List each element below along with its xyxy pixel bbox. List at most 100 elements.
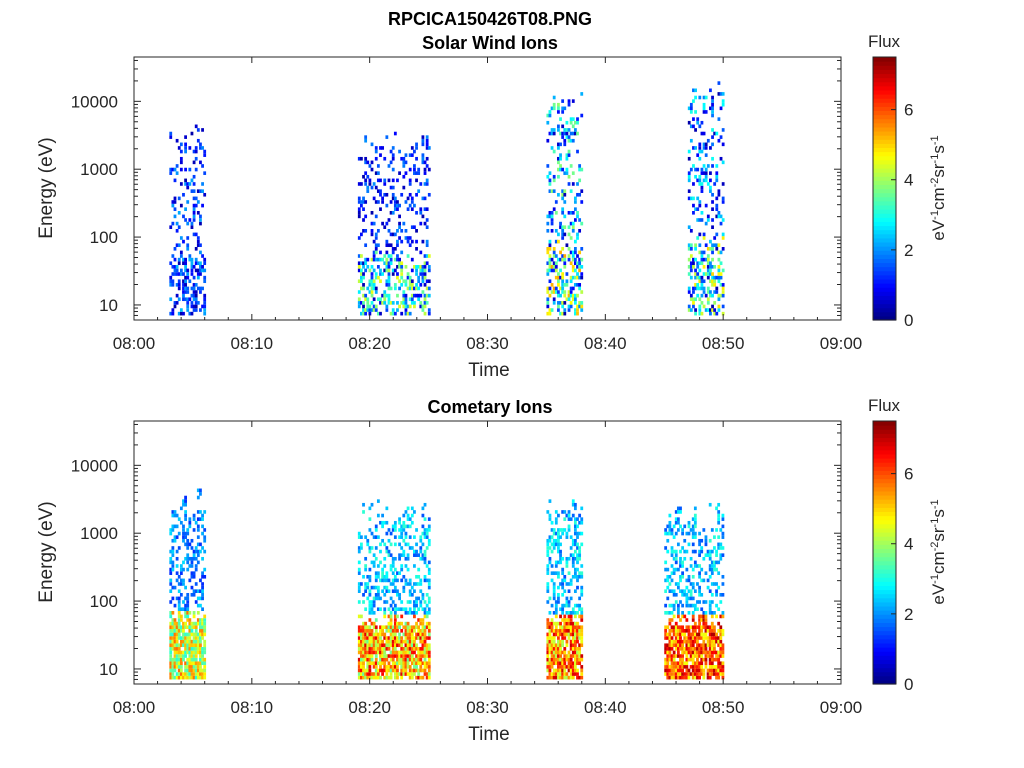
spectrogram-cell (393, 585, 397, 590)
spectrogram-cell (666, 524, 670, 529)
spectrogram-cell (719, 668, 723, 673)
spectrogram-cell (362, 502, 365, 507)
spectrogram-cell (169, 632, 173, 637)
spectrogram-cell (721, 643, 725, 648)
spectrogram-cell (548, 668, 552, 673)
spectrogram-cell (177, 272, 181, 276)
spectrogram-cell (567, 618, 571, 622)
spectrogram-cell (679, 672, 682, 676)
spectrogram-cell (704, 625, 708, 630)
spectrogram-cell (391, 629, 395, 633)
spectrogram-cell (717, 665, 721, 669)
spectrogram-cell (569, 236, 573, 240)
spectrogram-cell (704, 661, 708, 666)
spectrogram-cell (423, 254, 427, 258)
spectrogram-cell (554, 668, 558, 673)
spectrogram-cell (557, 596, 560, 601)
spectrogram-cell (578, 574, 582, 579)
spectrogram-cell (683, 593, 687, 597)
spectrogram-cell (681, 639, 685, 644)
spectrogram-cell (571, 297, 575, 302)
spectrogram-cell (717, 189, 721, 193)
spectrogram-cell (192, 549, 196, 554)
spectrogram-cell (196, 528, 200, 532)
spectrogram-cell (561, 304, 565, 309)
spectrogram-cell (548, 665, 552, 669)
spectrogram-cell (381, 520, 385, 525)
spectrogram-cell (719, 272, 723, 276)
spectrogram-cell (552, 95, 556, 100)
spectrogram-cell (419, 621, 423, 626)
spectrogram-cell (425, 654, 429, 658)
spectrogram-cell (685, 618, 689, 622)
spectrogram-cell (194, 546, 198, 550)
spectrogram-cell (404, 160, 408, 165)
spectrogram-cell (569, 625, 573, 630)
spectrogram-cell (425, 164, 429, 168)
spectrogram-cell (194, 625, 198, 630)
spectrogram-cell (708, 657, 712, 662)
spectrogram-cell (676, 625, 680, 630)
spectrogram-cell (417, 167, 421, 172)
spectrogram-cell (427, 625, 431, 630)
spectrogram-cell (565, 618, 569, 622)
spectrogram-cell (710, 625, 714, 630)
y-tick-label: 10000 (71, 456, 118, 475)
spectrogram-cell (423, 171, 427, 175)
spectrogram-cell (192, 275, 196, 280)
spectrogram-cell (554, 538, 558, 543)
spectrogram-cell (402, 549, 406, 554)
spectrogram-cell (664, 650, 668, 655)
spectrogram-cell (370, 531, 374, 536)
spectrogram-cell (569, 261, 573, 266)
spectrogram-cell (400, 675, 404, 680)
spectrogram-cell (190, 293, 194, 298)
spectrogram-cell (389, 185, 393, 190)
spectrogram-cell (201, 182, 204, 186)
spectrogram-cell (692, 203, 695, 208)
spectrogram-cell (552, 301, 556, 305)
spectrogram-cell (182, 192, 185, 197)
spectrogram-cell (711, 113, 714, 118)
spectrogram-cell (413, 164, 416, 168)
spectrogram-cell (381, 632, 385, 637)
spectrogram-cell (192, 304, 196, 309)
spectrogram-cell (175, 578, 179, 583)
spectrogram-cell (664, 629, 668, 633)
spectrogram-cell (580, 675, 584, 680)
spectrogram-cell (408, 632, 412, 637)
spectrogram-cell (569, 120, 573, 125)
spectrogram-cell (400, 621, 404, 626)
spectrogram-cell (717, 81, 721, 85)
spectrogram-cell (364, 243, 368, 248)
spectrogram-cell (427, 311, 431, 316)
spectrogram-cell (679, 661, 682, 666)
spectrogram-cell (186, 600, 190, 604)
spectrogram-cell (199, 675, 202, 680)
spectrogram-cell (362, 629, 365, 633)
spectrogram-cell (383, 268, 387, 273)
spectrogram-cell (201, 632, 204, 637)
spectrogram-cell (357, 535, 361, 539)
spectrogram-cell (708, 502, 712, 507)
spectrogram-cell (173, 625, 177, 630)
spectrogram-cell (563, 654, 567, 658)
spectrogram-cell (576, 524, 579, 529)
spectrogram-cell (389, 639, 393, 644)
spectrogram-cell (194, 567, 198, 572)
spectrogram-cell (360, 647, 363, 651)
spectrogram-cell (692, 301, 695, 305)
spectrogram-cell (376, 535, 380, 539)
spectrogram-cell (179, 567, 183, 572)
spectrogram-cell (709, 268, 712, 273)
spectrogram-cell (698, 614, 701, 619)
spectrogram-cell (391, 661, 395, 666)
spectrogram-cell (182, 239, 185, 244)
spectrogram-cell (360, 582, 363, 586)
spectrogram-cell (670, 603, 674, 608)
spectrogram-cell (717, 243, 721, 248)
spectrogram-cell (203, 192, 207, 197)
spectrogram-cell (563, 528, 567, 532)
spectrogram-cell (573, 665, 577, 669)
spectrogram-cell (567, 517, 571, 521)
